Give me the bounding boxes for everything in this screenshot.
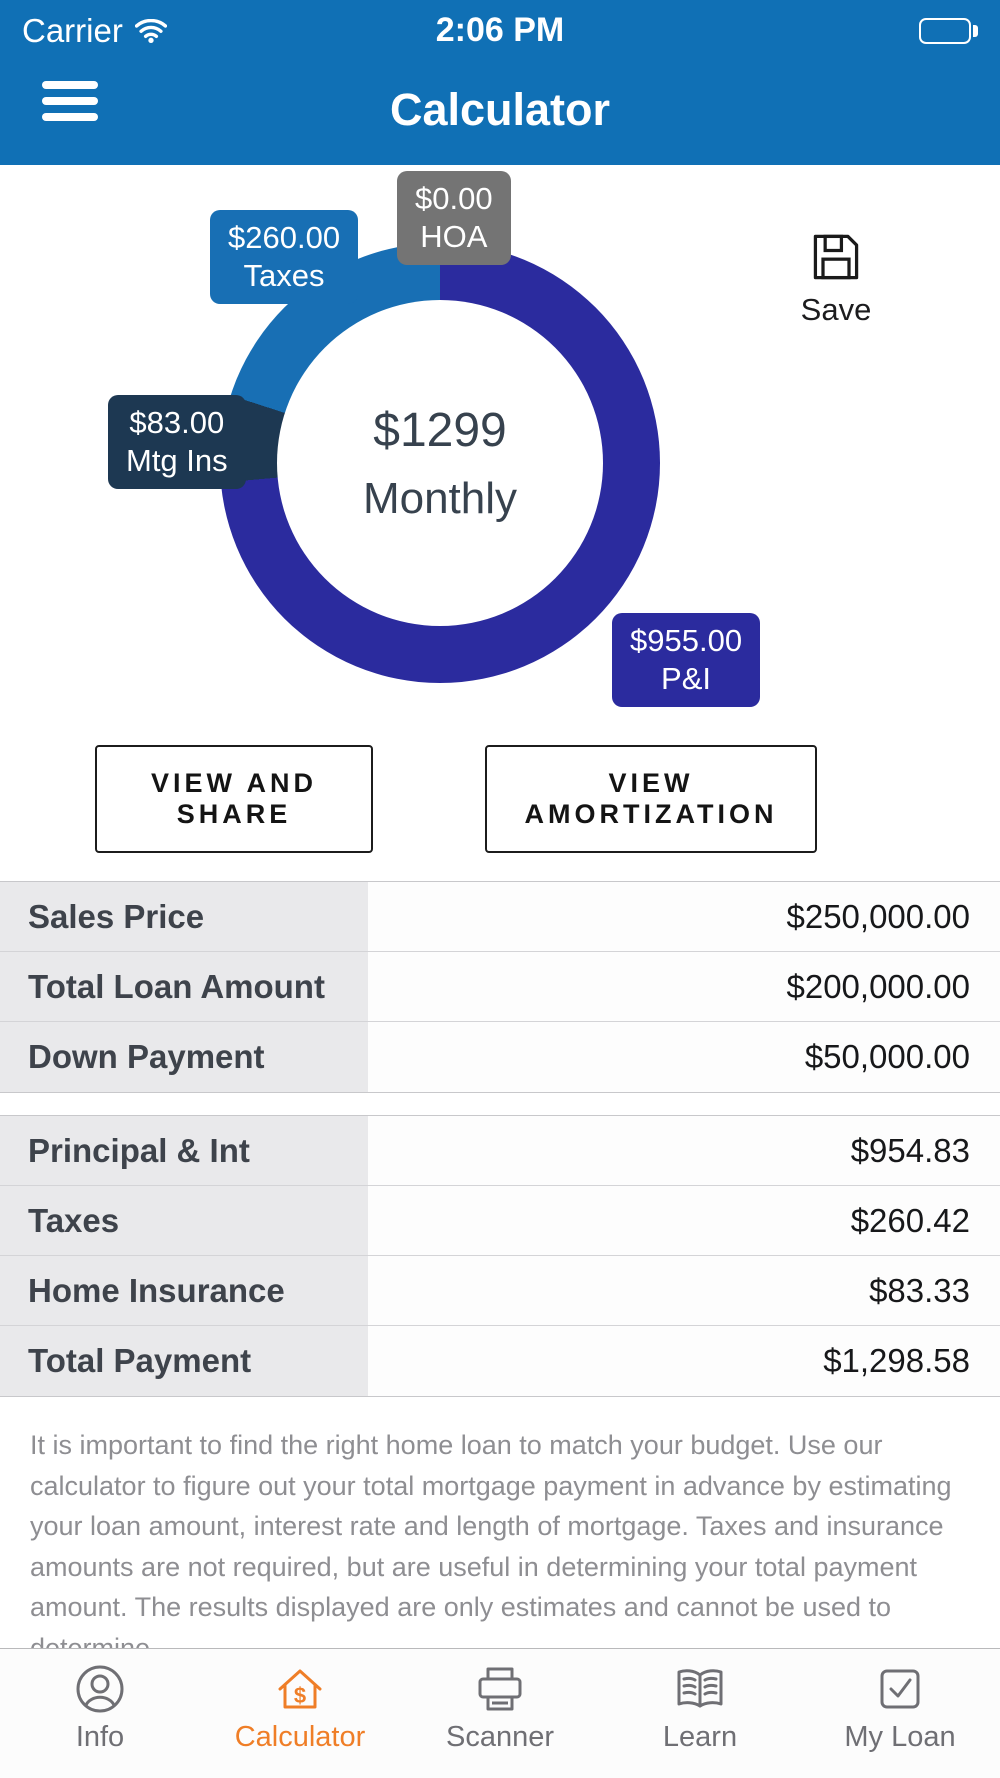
table-row-total-payment[interactable]: Total Payment $1,298.58	[0, 1326, 1000, 1396]
save-label: Save	[800, 292, 872, 327]
monthly-amount: $1299	[373, 403, 507, 457]
row-value: $954.83	[368, 1116, 1000, 1185]
person-circle-icon	[72, 1661, 128, 1717]
row-value: $260.42	[368, 1186, 1000, 1255]
tab-scanner[interactable]: Scanner	[400, 1649, 600, 1778]
row-value: $200,000.00	[368, 952, 1000, 1021]
row-value: $1,298.58	[368, 1326, 1000, 1396]
row-label: Taxes	[0, 1186, 368, 1255]
taxes-amount: $260.00	[228, 220, 341, 255]
tab-label: My Loan	[844, 1721, 956, 1753]
battery-icon	[919, 17, 978, 44]
tab-info[interactable]: Info	[0, 1649, 200, 1778]
row-label: Down Payment	[0, 1022, 368, 1092]
table-row-sales-price[interactable]: Sales Price $250,000.00	[0, 882, 1000, 952]
table-divider	[0, 1093, 1000, 1115]
chart-label-hoa: $0.00 HOA	[397, 171, 511, 265]
chart-label-taxes: $260.00 Taxes	[210, 210, 359, 304]
row-label: Sales Price	[0, 882, 368, 951]
table-row-home-insurance[interactable]: Home Insurance $83.33	[0, 1256, 1000, 1326]
action-buttons: VIEW AND SHARE VIEW AMORTIZATION	[0, 745, 1000, 853]
row-value: $83.33	[368, 1256, 1000, 1325]
save-button[interactable]: Save	[788, 231, 884, 328]
house-dollar-icon: $	[272, 1661, 328, 1717]
checkbox-icon	[872, 1661, 928, 1717]
donut-center: $1299 Monthly	[277, 300, 603, 626]
pi-label: P&I	[661, 660, 712, 696]
mtg-ins-amount: $83.00	[129, 405, 225, 440]
row-label: Total Loan Amount	[0, 952, 368, 1021]
tab-label: Scanner	[445, 1721, 554, 1753]
chart-section: $1299 Monthly $0.00 HOA $260.00 Taxes $8…	[0, 165, 1000, 745]
table-row-down-payment[interactable]: Down Payment $50,000.00	[0, 1022, 1000, 1092]
monthly-label: Monthly	[362, 473, 518, 523]
hoa-amount: $0.00	[415, 181, 493, 216]
tab-my-loan[interactable]: My Loan	[800, 1649, 1000, 1778]
donut-chart: $1299 Monthly	[220, 243, 660, 683]
view-and-share-button[interactable]: VIEW AND SHARE	[95, 745, 373, 853]
book-icon	[672, 1661, 728, 1717]
disclaimer-text: It is important to find the right home l…	[30, 1430, 952, 1663]
tab-label: Calculator	[234, 1721, 366, 1753]
nav-bar: Calculator	[0, 55, 1000, 165]
view-amortization-button[interactable]: VIEW AMORTIZATION	[485, 745, 817, 853]
row-value: $50,000.00	[368, 1022, 1000, 1092]
tab-label: Learn	[662, 1721, 738, 1753]
row-label: Total Payment	[0, 1326, 368, 1396]
table-row-total-loan[interactable]: Total Loan Amount $200,000.00	[0, 952, 1000, 1022]
svg-text:$: $	[294, 1683, 306, 1708]
tab-calculator[interactable]: $ Calculator	[200, 1649, 400, 1778]
row-value: $250,000.00	[368, 882, 1000, 951]
taxes-label: Taxes	[243, 257, 325, 293]
tab-learn[interactable]: Learn	[600, 1649, 800, 1778]
table-row-taxes[interactable]: Taxes $260.42	[0, 1186, 1000, 1256]
wifi-icon	[134, 18, 167, 43]
payment-table: Principal & Int $954.83 Taxes $260.42 Ho…	[0, 1115, 1000, 1397]
loan-table: Sales Price $250,000.00 Total Loan Amoun…	[0, 881, 1000, 1093]
chart-label-mtg-ins: $83.00 Mtg Ins	[108, 395, 246, 489]
pi-amount: $955.00	[630, 623, 743, 658]
chart-label-pi: $955.00 P&I	[612, 613, 761, 707]
page-title: Calculator	[389, 84, 611, 135]
tab-bar: Info $ Calculator Scanner	[0, 1648, 1000, 1778]
table-row-principal-int[interactable]: Principal & Int $954.83	[0, 1116, 1000, 1186]
row-label: Principal & Int	[0, 1116, 368, 1185]
printer-icon	[472, 1661, 528, 1717]
hoa-label: HOA	[420, 218, 488, 254]
carrier-label: Carrier	[22, 11, 123, 49]
save-icon	[810, 234, 862, 287]
status-time: 2:06 PM	[435, 11, 565, 49]
mtg-ins-label: Mtg Ins	[126, 442, 228, 478]
row-label: Home Insurance	[0, 1256, 368, 1325]
menu-icon[interactable]	[42, 81, 98, 121]
header: Carrier 2:06 PM Calculator	[0, 0, 1000, 165]
tab-label: Info	[75, 1721, 125, 1753]
status-bar: Carrier 2:06 PM	[0, 0, 1000, 55]
